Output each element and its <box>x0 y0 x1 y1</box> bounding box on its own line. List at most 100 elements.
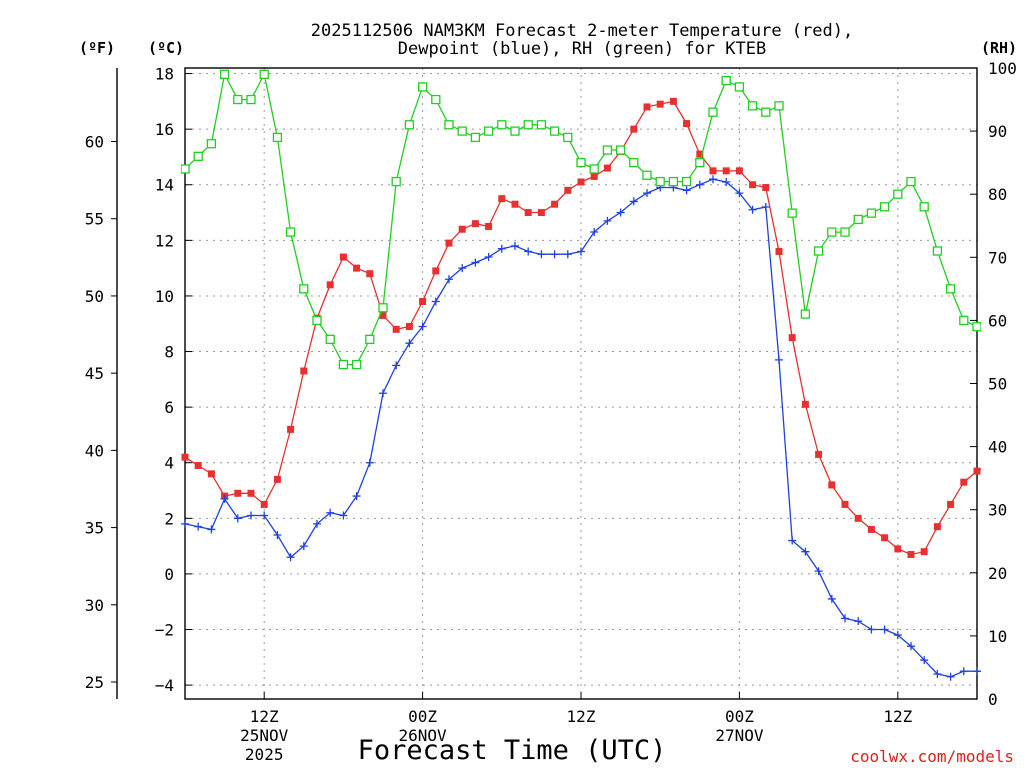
dewpoint-point <box>207 525 216 534</box>
rh-point <box>312 315 322 326</box>
dewpoint-point <box>709 175 717 184</box>
temperature-point <box>392 325 400 333</box>
rh-point <box>325 334 335 344</box>
dewpoint-point <box>735 189 744 198</box>
temperature-point <box>722 167 730 175</box>
rh-point <box>391 176 401 187</box>
x-tick-date: 26NOV <box>399 726 448 745</box>
temperature-point <box>326 281 334 289</box>
celsius-tick-label: 4 <box>164 454 174 473</box>
rh-point <box>181 164 190 174</box>
temperature-point <box>709 167 717 175</box>
rh-point <box>549 126 560 136</box>
temperature-point <box>247 489 255 497</box>
rh-tick-label: 80 <box>988 185 1007 204</box>
rh-point <box>457 126 467 136</box>
temperature-point <box>788 334 796 342</box>
temperature-point <box>881 534 889 542</box>
dewpoint-point <box>194 522 203 531</box>
rh-point <box>919 202 929 212</box>
rh-tick-label: 20 <box>988 564 1007 583</box>
temperature-point <box>815 450 823 458</box>
dewpoint-point <box>854 617 863 626</box>
dewpoint-point <box>907 642 915 651</box>
rh-point <box>932 246 943 256</box>
temperature-point <box>445 239 453 247</box>
temperature-point <box>551 200 559 208</box>
celsius-tick-label: 14 <box>155 176 174 195</box>
rh-point <box>510 126 520 136</box>
dewpoint-point <box>550 250 559 259</box>
rh-point <box>193 151 203 161</box>
temperature-point <box>339 253 347 261</box>
dewpoint-point <box>326 508 335 517</box>
x-tick-date: 27NOV <box>715 726 764 745</box>
temperature-point <box>181 453 189 461</box>
dewpoint-point <box>260 511 269 520</box>
rh-point <box>813 246 824 256</box>
temperature-point <box>828 481 836 489</box>
rh-point <box>853 214 863 225</box>
temperature-point <box>234 489 242 497</box>
temperature-point <box>498 195 506 203</box>
dewpoint-point <box>682 186 691 195</box>
fahrenheit-tick-label: 35 <box>85 519 104 538</box>
x-tick-label: 12Z <box>250 707 279 726</box>
rh-point <box>444 120 454 130</box>
celsius-tick-label: −4 <box>155 676 174 695</box>
dewpoint-point <box>181 519 189 528</box>
rh-point <box>246 94 256 105</box>
fahrenheit-tick-label: 50 <box>85 287 104 306</box>
rh-tick-label: 40 <box>988 438 1007 457</box>
dewpoint-point <box>484 253 493 262</box>
temperature-point <box>537 209 545 217</box>
rh-tick-label: 0 <box>988 690 998 709</box>
rh-point <box>338 359 349 370</box>
temperature-point <box>405 323 413 331</box>
rh-point <box>206 139 217 149</box>
temperature-point <box>485 222 493 230</box>
temperature-point <box>749 181 757 189</box>
celsius-tick-label: 16 <box>155 120 174 139</box>
dewpoint-point <box>524 247 533 256</box>
rh-point <box>893 189 903 199</box>
dewpoint-point <box>511 241 519 250</box>
rh-point <box>523 120 533 130</box>
temperature-point <box>987 462 994 469</box>
dewpoint-point <box>405 339 414 348</box>
dewpoint-point <box>986 667 994 675</box>
celsius-tick-label: −2 <box>155 621 174 640</box>
rh-tick-label: 50 <box>988 375 1007 394</box>
rh-point <box>787 208 797 218</box>
temperature-point <box>207 470 215 478</box>
temperature-point <box>841 500 849 508</box>
x-tick-label: 12Z <box>883 707 912 726</box>
dewpoint-point <box>418 322 427 331</box>
rh-point <box>351 359 362 370</box>
rh-point <box>774 101 784 111</box>
x-axis-title: Forecast Time (UTC) <box>358 735 667 766</box>
rh-tick-label: 90 <box>988 122 1007 141</box>
grid-lines <box>185 68 977 699</box>
dewpoint-point <box>841 614 849 623</box>
x-tick-year: 2025 <box>245 745 284 764</box>
dewpoint-point <box>629 197 638 206</box>
temperature-point <box>458 225 466 233</box>
rh-point <box>483 126 494 136</box>
temperature-point <box>524 209 532 217</box>
rh-point <box>972 322 981 332</box>
series-group <box>181 69 994 681</box>
temperature-point <box>194 462 202 470</box>
dewpoint-point <box>352 492 361 501</box>
dewpoint-point <box>247 511 255 520</box>
rh-point <box>219 69 230 79</box>
dewpoint-point <box>220 494 229 503</box>
dewpoint-point <box>775 355 783 364</box>
temperature-point <box>762 184 770 192</box>
temperature-point <box>577 178 585 186</box>
rh-point <box>602 145 613 155</box>
temperature-point <box>960 478 968 486</box>
dewpoint-point <box>973 667 981 676</box>
temperature-point <box>630 125 638 133</box>
dewpoint-point <box>827 594 836 603</box>
